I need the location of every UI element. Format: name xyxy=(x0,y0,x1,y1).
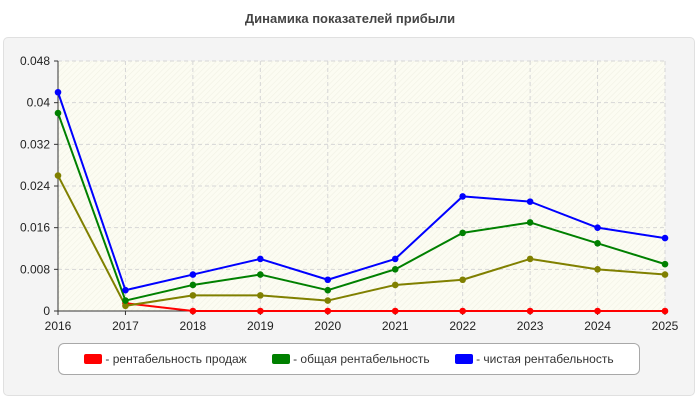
data-point xyxy=(594,224,601,231)
data-point xyxy=(526,255,534,263)
data-point xyxy=(526,198,534,205)
series-3 xyxy=(54,88,669,294)
legend-label: - рентабельность продаж xyxy=(105,352,247,366)
data-point xyxy=(526,307,534,315)
x-tick-label: 2022 xyxy=(449,319,476,333)
y-tick-label: 0.04 xyxy=(27,96,51,110)
data-point xyxy=(189,271,197,278)
data-point xyxy=(257,292,264,299)
legend-label: - чистая рентабельность xyxy=(476,352,614,366)
legend-swatch-red xyxy=(84,354,103,364)
legend: - рентабельность продаж - общая рентабел… xyxy=(58,343,640,375)
legend-swatch-green xyxy=(272,354,291,364)
data-point xyxy=(189,281,197,289)
y-tick-label: 0.008 xyxy=(20,262,50,276)
data-point xyxy=(54,88,62,96)
series-1 xyxy=(54,172,669,310)
data-point xyxy=(122,302,129,310)
series-0 xyxy=(122,299,669,315)
x-tick-label: 2019 xyxy=(247,319,274,333)
series-2 xyxy=(54,109,669,304)
data-point xyxy=(257,255,264,263)
x-tick-label: 2025 xyxy=(652,319,679,333)
legend-label: - общая рентабельность xyxy=(293,352,430,366)
y-tick-label: 0.048 xyxy=(20,54,50,68)
legend-item-net: - чистая рентабельность xyxy=(455,352,614,366)
x-tick-label: 2024 xyxy=(584,319,611,333)
data-point xyxy=(459,229,466,237)
data-point xyxy=(391,266,399,273)
series-line xyxy=(57,91,666,292)
y-tick-label: 0.024 xyxy=(20,179,50,193)
data-point xyxy=(391,307,399,315)
y-tick-label: 0 xyxy=(43,304,50,318)
data-point xyxy=(54,172,62,179)
x-tick-label: 2018 xyxy=(180,319,207,333)
x-tick-label: 2016 xyxy=(45,319,72,333)
data-point xyxy=(257,307,264,315)
chart-title: Динамика показателей прибыли xyxy=(244,11,456,26)
data-point xyxy=(391,281,399,289)
x-tick-label: 2020 xyxy=(314,319,341,333)
y-tick-label: 0.016 xyxy=(20,221,50,235)
x-tick-label: 2017 xyxy=(112,319,139,333)
data-point xyxy=(661,234,669,242)
x-tick-label: 2021 xyxy=(382,319,409,333)
data-point xyxy=(661,307,669,315)
data-point xyxy=(459,307,466,315)
legend-swatch-blue xyxy=(455,354,474,364)
data-point xyxy=(661,260,669,268)
data-point xyxy=(526,219,534,226)
data-point xyxy=(594,266,601,273)
legend-item-total: - общая рентабельность xyxy=(272,352,430,366)
data-point xyxy=(54,109,62,117)
data-point xyxy=(594,307,601,315)
data-point xyxy=(594,239,601,247)
data-point xyxy=(324,297,332,304)
data-point xyxy=(189,292,197,299)
data-point xyxy=(324,286,332,294)
data-point xyxy=(189,307,197,315)
legend-item-sales: - рентабельность продаж xyxy=(84,352,247,366)
data-point xyxy=(459,276,466,284)
x-tick-label: 2023 xyxy=(517,319,544,333)
data-point xyxy=(661,271,669,278)
data-point xyxy=(257,271,264,278)
data-point xyxy=(122,286,129,294)
data-point xyxy=(122,297,129,304)
series-line xyxy=(57,175,666,307)
data-point xyxy=(324,307,332,315)
y-tick-label: 0.032 xyxy=(20,137,50,151)
series-line xyxy=(57,112,666,302)
data-point xyxy=(459,193,466,200)
data-point xyxy=(391,255,399,263)
data-point xyxy=(324,276,332,284)
